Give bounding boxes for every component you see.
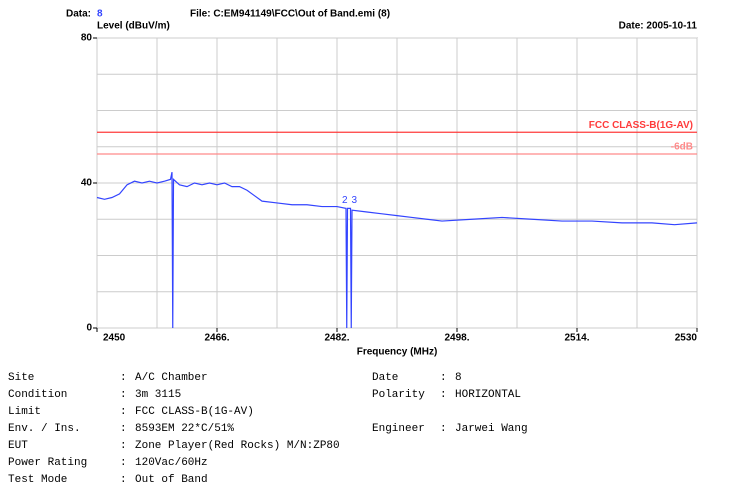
info-label: Site — [8, 372, 34, 384]
x-tick-label: 2450 — [103, 333, 126, 344]
info-colon: : — [120, 372, 127, 384]
info-value: 3m 3115 — [135, 389, 181, 401]
x-tick-label: 2530 — [675, 333, 698, 344]
x-tick-label: 2482. — [324, 333, 349, 344]
info-value: 8593EM 22*C/51% — [135, 423, 234, 435]
y-axis-label: Level (dBuV/m) — [97, 21, 170, 32]
info-label: Env. / Ins. — [8, 423, 81, 435]
info-colon: : — [440, 423, 447, 435]
info-value: HORIZONTAL — [455, 389, 521, 401]
info-colon: : — [120, 423, 127, 435]
x-tick-label: 2498. — [444, 333, 469, 344]
info-value: A/C Chamber — [135, 372, 208, 384]
y-tick-label: 0 — [86, 323, 92, 334]
info-colon: : — [440, 389, 447, 401]
info-label: Power Rating — [8, 457, 87, 469]
info-colon: : — [120, 474, 127, 483]
info-label: Polarity — [372, 389, 425, 401]
info-colon: : — [120, 440, 127, 452]
info-value: 120Vac/60Hz — [135, 457, 208, 469]
x-tick-label: 2466. — [204, 333, 229, 344]
info-label: EUT — [8, 440, 28, 452]
info-value: Zone Player(Red Rocks) M/N:ZP80 — [135, 440, 340, 452]
file-name: File: C:EM941149\FCC\Out of Band.emi (8) — [190, 9, 390, 20]
info-colon: : — [120, 406, 127, 418]
report-date: Date: 2005-10-11 — [619, 21, 698, 32]
limit-label: -6dB — [671, 142, 693, 153]
info-colon: : — [120, 389, 127, 401]
info-label: Test Mode — [8, 474, 67, 483]
info-value: Out of Band — [135, 474, 208, 483]
info-label: Engineer — [372, 423, 425, 435]
info-colon: : — [440, 372, 447, 384]
y-tick-label: 40 — [81, 178, 93, 189]
limit-label: FCC CLASS-B(1G-AV) — [589, 120, 693, 131]
info-value: Jarwei Wang — [455, 423, 528, 435]
x-tick-label: 2514. — [564, 333, 589, 344]
marker-label: 3 — [352, 195, 358, 206]
marker-label: 2 — [342, 195, 348, 206]
info-value: 8 — [455, 372, 462, 384]
data-value: 8 — [97, 9, 103, 20]
info-label: Condition — [8, 389, 67, 401]
info-label: Date — [372, 372, 398, 384]
info-colon: : — [120, 457, 127, 469]
info-label: Limit — [8, 406, 41, 418]
data-label: Data: — [66, 9, 91, 20]
y-tick-label: 80 — [81, 33, 93, 44]
trace-line — [96, 172, 698, 329]
x-axis-label: Frequency (MHz) — [357, 347, 438, 358]
info-value: FCC CLASS-B(1G-AV) — [135, 406, 254, 418]
